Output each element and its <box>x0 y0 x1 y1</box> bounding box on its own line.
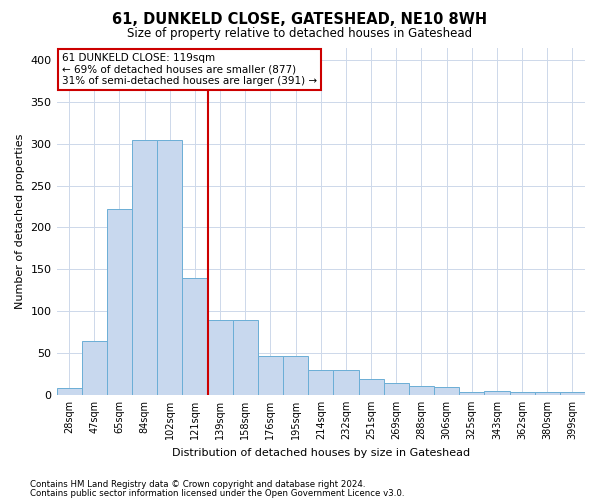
Bar <box>560 392 585 395</box>
Bar <box>182 278 208 395</box>
Bar <box>459 392 484 395</box>
X-axis label: Distribution of detached houses by size in Gateshead: Distribution of detached houses by size … <box>172 448 470 458</box>
Bar <box>82 342 107 395</box>
Y-axis label: Number of detached properties: Number of detached properties <box>15 134 25 309</box>
Bar <box>132 140 157 395</box>
Bar <box>208 320 233 395</box>
Bar <box>258 356 283 395</box>
Text: 61 DUNKELD CLOSE: 119sqm
← 69% of detached houses are smaller (877)
31% of semi-: 61 DUNKELD CLOSE: 119sqm ← 69% of detach… <box>62 52 317 86</box>
Bar <box>157 140 182 395</box>
Bar <box>283 356 308 395</box>
Bar <box>359 379 383 395</box>
Bar <box>56 388 82 395</box>
Bar <box>509 392 535 395</box>
Bar <box>484 390 509 395</box>
Bar <box>233 320 258 395</box>
Text: 61, DUNKELD CLOSE, GATESHEAD, NE10 8WH: 61, DUNKELD CLOSE, GATESHEAD, NE10 8WH <box>112 12 488 28</box>
Bar <box>334 370 359 395</box>
Text: Contains public sector information licensed under the Open Government Licence v3: Contains public sector information licen… <box>30 488 404 498</box>
Text: Size of property relative to detached houses in Gateshead: Size of property relative to detached ho… <box>127 28 473 40</box>
Bar <box>434 386 459 395</box>
Bar <box>107 209 132 395</box>
Bar <box>308 370 334 395</box>
Text: Contains HM Land Registry data © Crown copyright and database right 2024.: Contains HM Land Registry data © Crown c… <box>30 480 365 489</box>
Bar <box>409 386 434 395</box>
Bar <box>383 383 409 395</box>
Bar <box>535 392 560 395</box>
